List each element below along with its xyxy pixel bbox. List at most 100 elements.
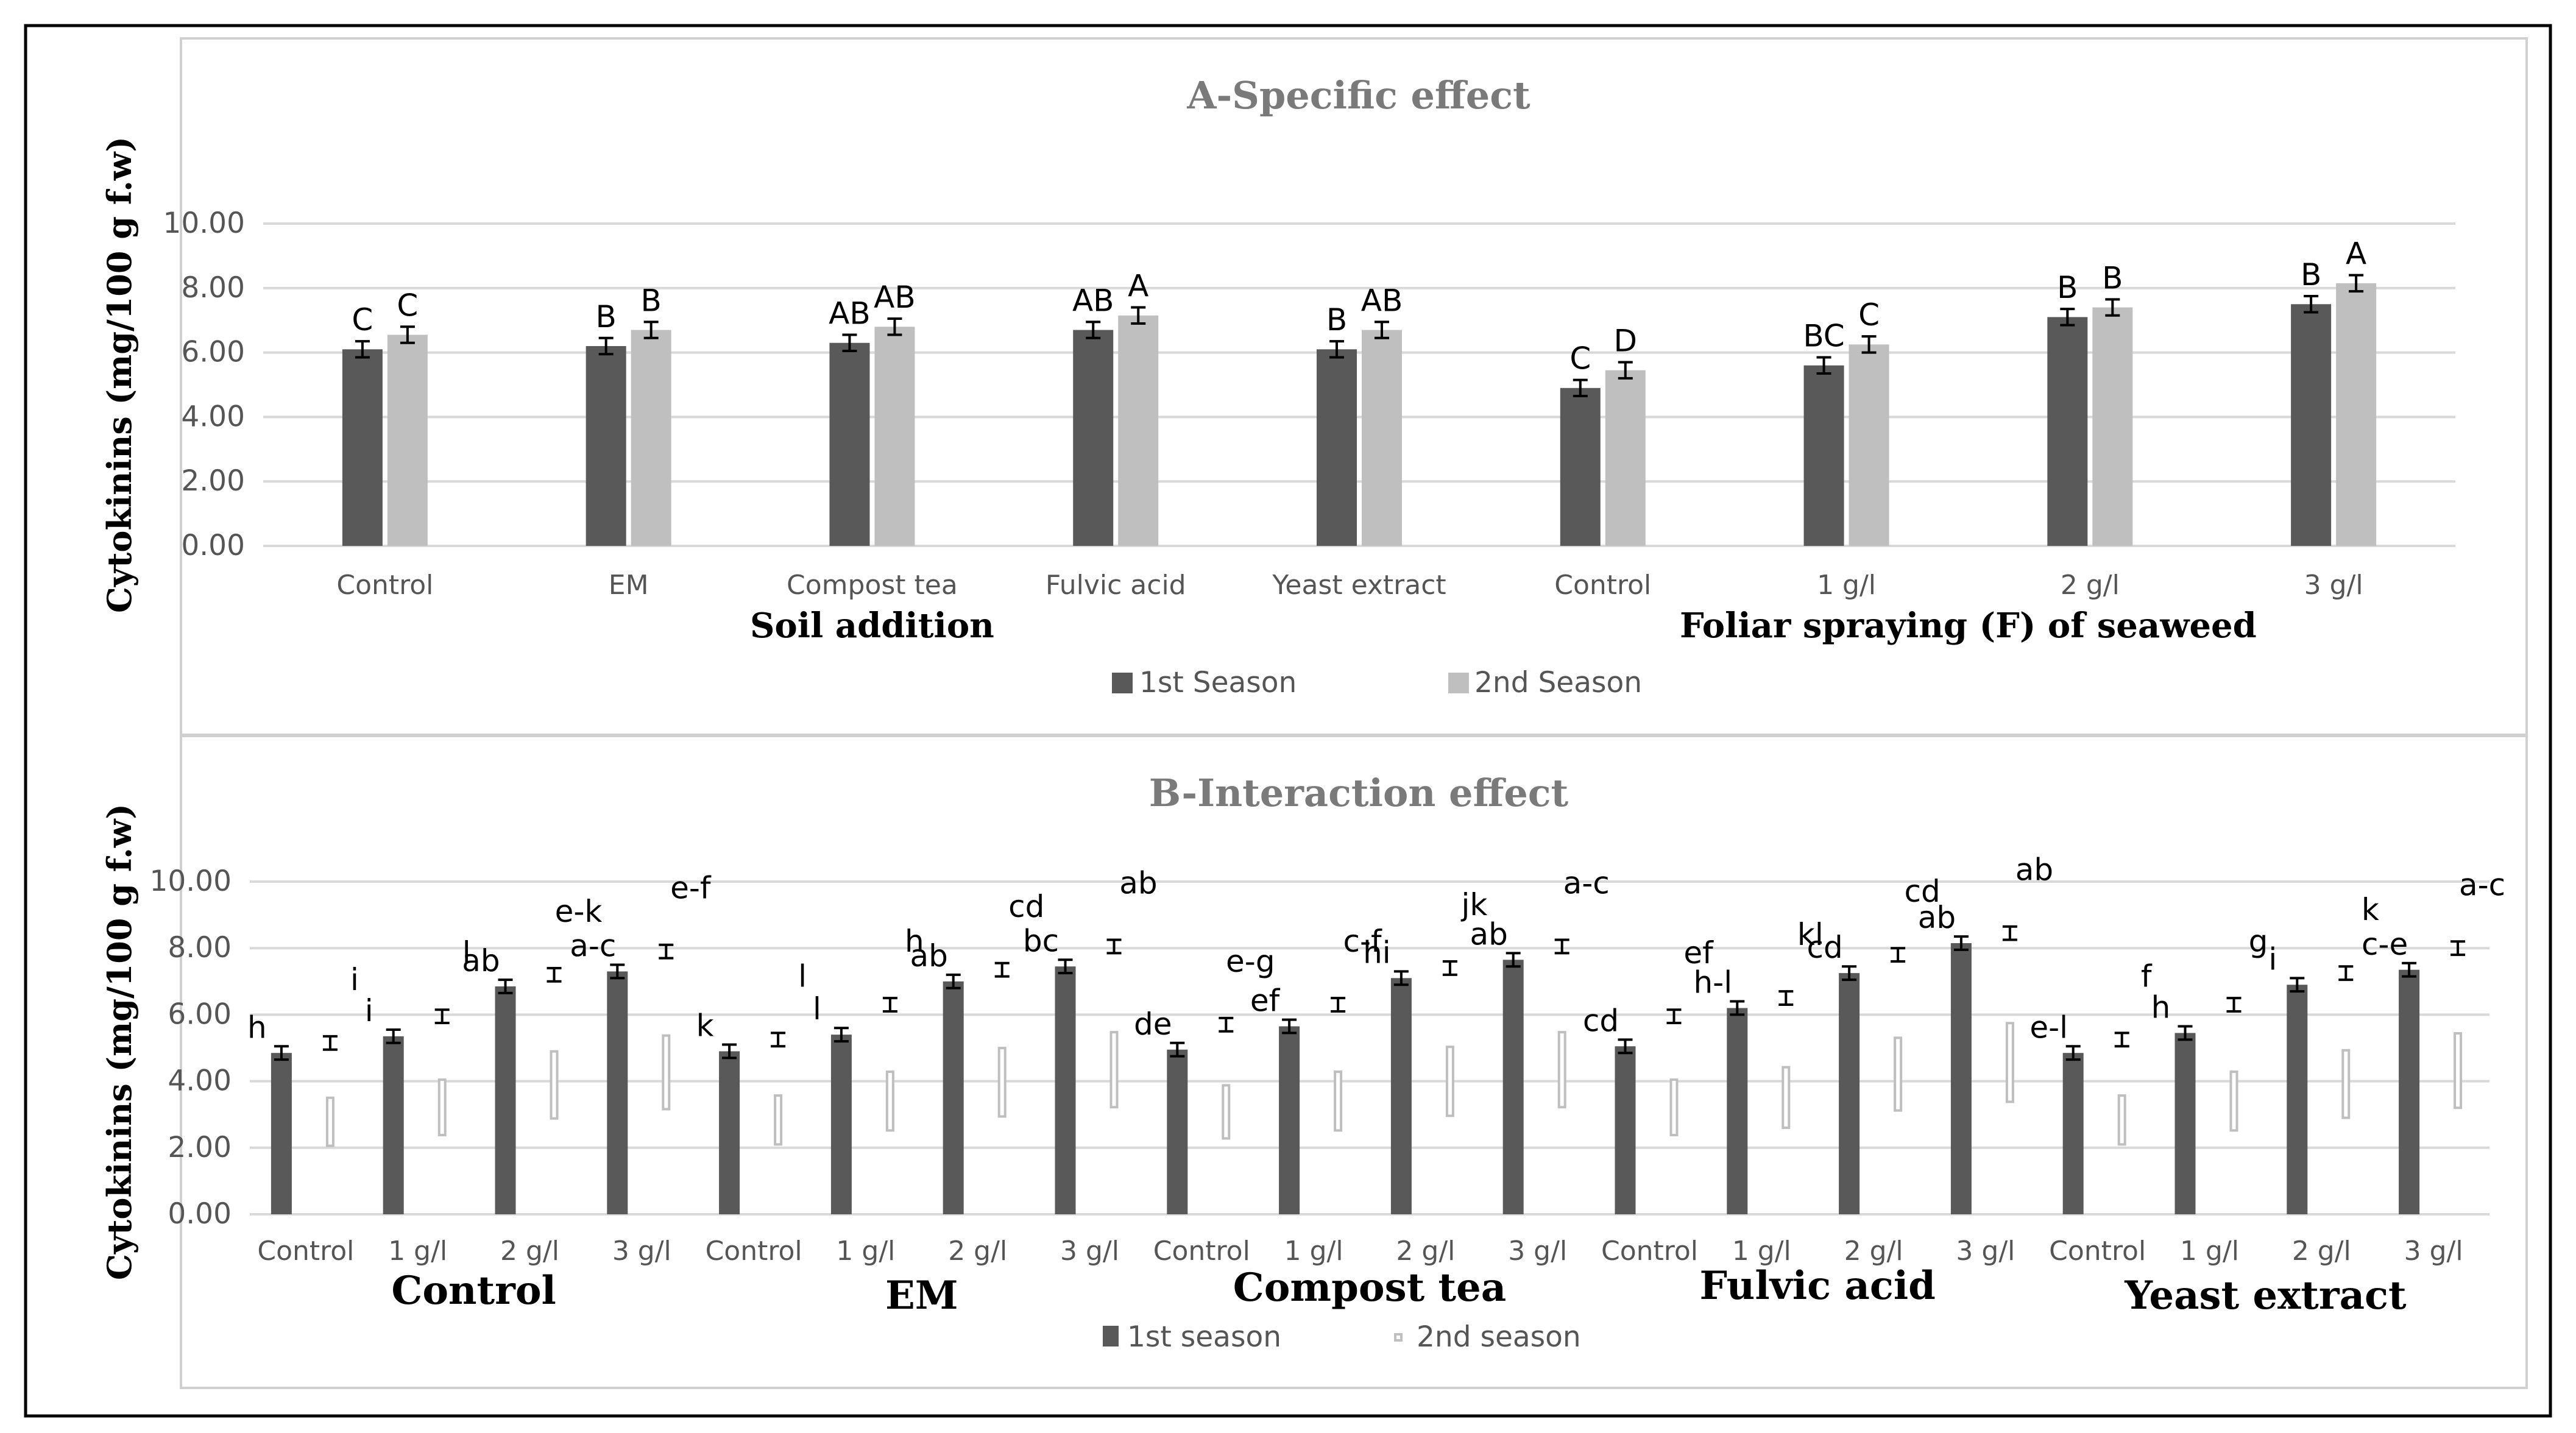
error-bar	[1170, 1041, 1185, 1058]
legend: 1st Season 2nd Season	[1112, 666, 1642, 699]
legend-label-2nd-season: 2nd season	[1417, 1320, 1581, 1354]
group-label: Control	[391, 1268, 556, 1314]
error-bar	[1573, 378, 1588, 398]
x-tick-label: Compost tea	[787, 570, 958, 601]
error-bar	[498, 978, 513, 994]
data-label: ef	[1683, 935, 1714, 971]
bar-1st-season	[586, 346, 626, 546]
data-label: ab	[1119, 866, 1157, 901]
error-bar	[659, 943, 674, 960]
bar-1st-season	[1803, 365, 1844, 546]
panel-a: A-Specific effect Cytokinins (mg/100 g f…	[100, 37, 2528, 736]
error-bar	[2105, 298, 2120, 317]
bar-1st-season	[271, 1053, 292, 1214]
data-label: C	[352, 302, 373, 338]
x-tick-label: 3 g/l	[1060, 1236, 1119, 1267]
legend: 1st season 2nd season	[1103, 1320, 1581, 1354]
bar-2nd-season	[437, 1078, 447, 1137]
bar-2nd-season	[2229, 1070, 2238, 1132]
data-label: e-g	[1226, 944, 1275, 979]
data-label: ab	[462, 943, 500, 978]
data-label: ab	[1918, 900, 1956, 935]
data-label: A	[2346, 236, 2366, 272]
group-label: Soil addition	[750, 606, 994, 646]
data-label: B	[2102, 260, 2123, 295]
data-label: l	[813, 991, 821, 1027]
bar-2nd-season	[1109, 1031, 1119, 1109]
data-label: jk	[1460, 887, 1487, 922]
data-label: a-c	[1563, 866, 1610, 901]
data-label: l	[798, 958, 807, 994]
bars: hiilabe-ka-ce-fkllhabcdbcabdee-gefc-fhij…	[247, 852, 2505, 1214]
data-label: k	[2362, 892, 2379, 927]
y-tick-label: 6.00	[181, 336, 245, 369]
error-bar	[1442, 960, 1457, 976]
error-bar	[2304, 295, 2319, 314]
bar-1st-season	[1560, 387, 1601, 546]
data-label: i	[2268, 941, 2277, 977]
error-bar	[994, 961, 1010, 978]
error-bar	[1506, 952, 1521, 968]
bar-2nd-season	[1849, 344, 1889, 546]
data-label: cd	[1806, 930, 1842, 965]
group-label: Fulvic acid	[1699, 1263, 1935, 1309]
data-label: k	[696, 1008, 714, 1044]
x-tick-label: 2 g/l	[1396, 1236, 1455, 1267]
legend-swatch-1st-season	[1103, 1326, 1119, 1346]
error-bar	[322, 1035, 338, 1051]
y-tick-label: 10.00	[149, 865, 232, 898]
x-tick-label: 1 g/l	[1732, 1236, 1791, 1267]
bar-2nd-season	[1222, 1084, 1231, 1140]
bar-1st-season	[2291, 304, 2332, 546]
error-bar	[1282, 1018, 1297, 1035]
data-label: a-c	[570, 929, 616, 964]
bar-2nd-season	[1669, 1078, 1679, 1137]
y-tick-label: 2.00	[168, 1131, 232, 1164]
bar-1st-season	[1950, 943, 1972, 1214]
bar-2nd-season	[1445, 1046, 1454, 1117]
error-bar	[1375, 320, 1389, 339]
x-tick-label: Control	[1554, 570, 1651, 601]
x-tick-label: 2 g/l	[948, 1236, 1007, 1267]
data-label: AB	[874, 280, 916, 315]
y-axis-label: Cytokinins (mg/100 g f.w)	[100, 136, 139, 613]
bar-2nd-season	[1605, 370, 1646, 546]
data-label: B	[2301, 257, 2321, 292]
data-label: B	[641, 283, 662, 318]
group-label: Foliar spraying (F) of seaweed	[1680, 606, 2257, 646]
error-bar	[2002, 925, 2017, 941]
data-label: cd	[1008, 889, 1044, 924]
data-label: AB	[1361, 283, 1403, 318]
data-label: B	[2057, 270, 2078, 305]
bar-1st-season	[943, 981, 964, 1214]
x-tick-label: 2 g/l	[2292, 1236, 2351, 1267]
data-label: ab	[1470, 916, 1508, 952]
x-tick-label: 1 g/l	[2180, 1236, 2239, 1267]
error-bar	[833, 1027, 849, 1043]
y-tick-label: 2.00	[181, 464, 245, 498]
x-tick-label: Control	[1601, 1236, 1698, 1267]
data-label: AB	[829, 296, 871, 331]
bar-1st-season	[829, 342, 870, 546]
data-label: ab	[2015, 852, 2053, 888]
data-label: C	[1858, 297, 1880, 333]
bar-1st-season	[2174, 1033, 2196, 1214]
bar-1st-season	[607, 971, 628, 1214]
error-bar	[610, 963, 625, 980]
data-label: c-e	[2362, 927, 2408, 962]
bar-1st-season	[342, 349, 383, 546]
bar-2nd-season	[1557, 1031, 1566, 1109]
x-tick-label: 1 g/l	[388, 1236, 447, 1267]
bar-1st-season	[2047, 317, 2088, 546]
x-tick-label: Control	[706, 1236, 802, 1267]
error-bar	[1778, 990, 1794, 1007]
bar-2nd-season	[2092, 307, 2133, 546]
error-bar	[355, 340, 370, 359]
data-label: a-c	[2459, 867, 2505, 902]
x-tick-label: Control	[1153, 1236, 1250, 1267]
data-label: e-f	[670, 871, 712, 906]
panel-b-frame	[180, 735, 2528, 1389]
y-tick-label: 10.00	[163, 207, 245, 240]
error-bar	[434, 1008, 450, 1025]
data-label: A	[1128, 269, 1148, 304]
